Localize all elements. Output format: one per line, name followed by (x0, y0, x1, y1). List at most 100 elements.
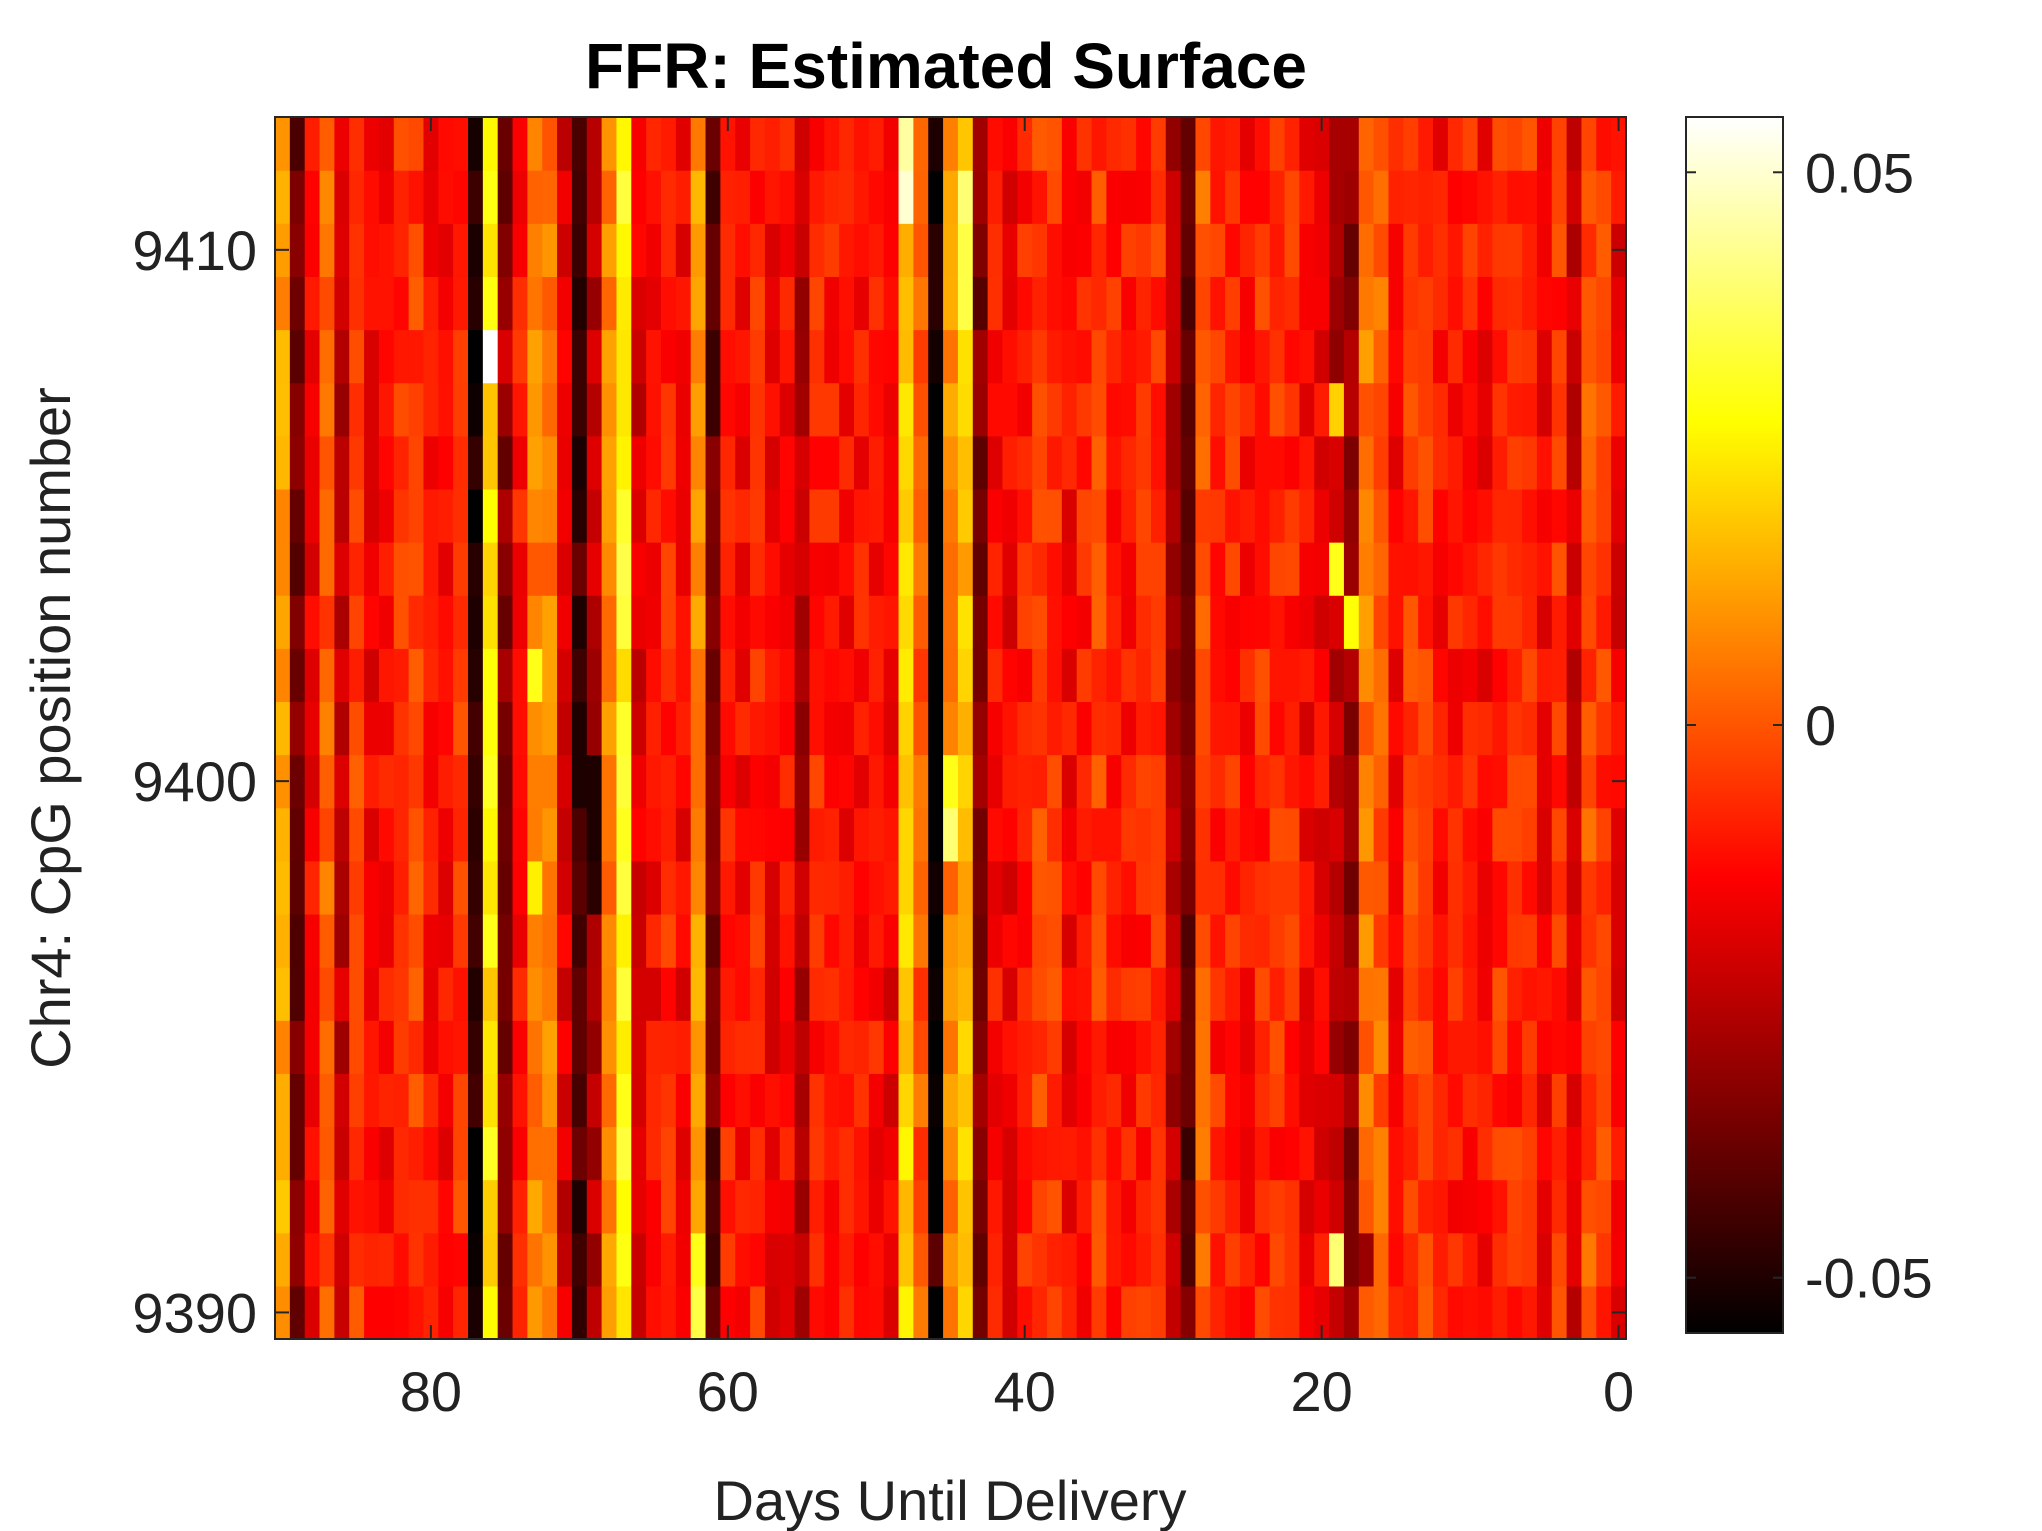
heatmap-cell (824, 435, 840, 490)
heatmap-cell (1314, 542, 1330, 596)
heatmap-cell (1373, 1232, 1390, 1287)
heatmap-cell (616, 1126, 632, 1181)
heatmap-cell (854, 1073, 870, 1128)
heatmap-cell (1017, 488, 1033, 543)
heatmap-cell (735, 329, 751, 384)
heatmap-cell (512, 701, 528, 756)
heatmap-cell (764, 648, 781, 703)
heatmap-cell (957, 382, 974, 437)
heatmap-cell (1136, 170, 1152, 224)
heatmap-cell (601, 117, 618, 171)
heatmap-cell (868, 488, 885, 543)
heatmap-cell (809, 1126, 825, 1181)
heatmap-cell (1403, 170, 1419, 224)
heatmap-cell (586, 595, 603, 649)
heatmap-cell (661, 382, 677, 437)
heatmap-cell (1136, 754, 1152, 809)
heatmap-cell (1447, 382, 1464, 437)
heatmap-cell (661, 1179, 677, 1234)
heatmap-cell (1433, 860, 1449, 915)
heatmap-cell (943, 329, 959, 384)
heatmap-cell (1477, 1126, 1493, 1181)
heatmap-cell (705, 807, 721, 862)
heatmap-cell (586, 1020, 603, 1074)
heatmap-cell (883, 435, 900, 490)
heatmap-cell (750, 117, 766, 171)
heatmap-cell (512, 807, 528, 862)
heatmap-cell (289, 276, 306, 331)
heatmap-cell (854, 807, 870, 862)
heatmap-cell (1254, 170, 1271, 224)
heatmap-cell (898, 170, 914, 224)
heatmap-cell (1403, 648, 1419, 703)
heatmap-cell (1106, 382, 1122, 437)
heatmap-cell (1314, 1020, 1330, 1074)
heatmap-cell (1418, 382, 1434, 437)
heatmap-cell (735, 382, 751, 437)
heatmap-cell (1195, 1126, 1211, 1181)
heatmap-cell (1522, 276, 1538, 331)
heatmap-cell (542, 276, 558, 331)
heatmap-cell (1284, 860, 1300, 915)
heatmap-cell (1210, 488, 1226, 543)
heatmap-cell (1269, 913, 1286, 968)
heatmap-cell (1165, 488, 1182, 543)
heatmap-cell (364, 488, 380, 543)
heatmap-cell (1343, 754, 1360, 809)
heatmap-cell (898, 595, 914, 649)
heatmap-cell (1106, 913, 1122, 968)
heatmap-cell (764, 542, 781, 596)
heatmap-cell (1032, 435, 1048, 490)
heatmap-cell (586, 754, 603, 809)
heatmap-cell (1581, 913, 1597, 968)
heatmap-cell (1047, 913, 1063, 968)
heatmap-cell (1358, 329, 1375, 384)
heatmap-cell (364, 754, 380, 809)
heatmap-cell (1492, 1126, 1508, 1181)
heatmap-cell (1106, 648, 1122, 703)
heatmap-cell (943, 807, 959, 862)
heatmap-cell (586, 967, 603, 1021)
heatmap-cell (1462, 1179, 1479, 1234)
y-tick-label: 9390 (132, 1281, 257, 1344)
heatmap-cell (1284, 329, 1300, 384)
heatmap-cell (1418, 1020, 1434, 1074)
heatmap-cell (631, 595, 647, 649)
heatmap-cell (809, 435, 825, 490)
heatmap-cell (1299, 1073, 1315, 1128)
heatmap-cell (1254, 117, 1271, 171)
heatmap-cell (438, 1073, 454, 1128)
heatmap-cell (438, 382, 454, 437)
heatmap-cell (586, 276, 603, 331)
heatmap-cell (512, 967, 528, 1021)
heatmap-cell (1358, 1179, 1375, 1234)
heatmap-cell (705, 435, 721, 490)
heatmap-cell (1106, 1126, 1122, 1181)
heatmap-cell (423, 117, 439, 171)
heatmap-cell (482, 170, 499, 224)
heatmap-cell (542, 754, 558, 809)
heatmap-cell (482, 754, 499, 809)
heatmap-cell (1017, 223, 1033, 277)
heatmap-cell (928, 1020, 944, 1074)
heatmap-cell (378, 329, 395, 384)
heatmap-cell (1581, 1126, 1597, 1181)
heatmap-cell (824, 276, 840, 331)
heatmap-cell (735, 542, 751, 596)
heatmap-cell (304, 754, 321, 809)
heatmap-cell (1581, 117, 1597, 171)
heatmap-cell (468, 595, 484, 649)
heatmap-cell (319, 967, 335, 1021)
heatmap-cell (1596, 117, 1612, 171)
heatmap-cell (512, 435, 528, 490)
heatmap-cell (1329, 701, 1345, 756)
heatmap-cell (1017, 276, 1033, 331)
heatmap-cell (1061, 967, 1078, 1021)
heatmap-cell (1418, 913, 1434, 968)
heatmap-cell (1121, 1285, 1137, 1340)
heatmap-cell (1150, 117, 1167, 171)
heatmap-cell (1076, 276, 1093, 331)
heatmap-cell (408, 223, 425, 277)
heatmap-cell (601, 1020, 618, 1074)
heatmap-cell (1551, 595, 1568, 649)
